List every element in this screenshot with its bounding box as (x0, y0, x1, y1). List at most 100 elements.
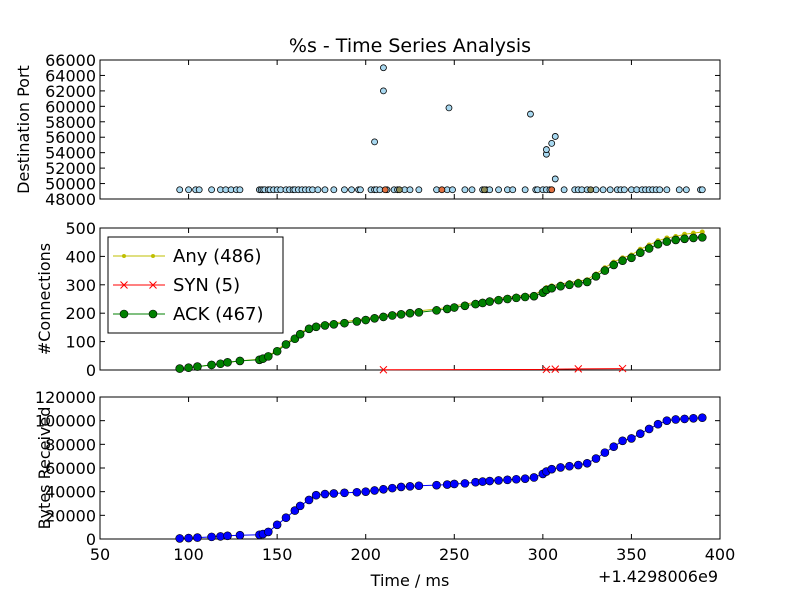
data-point (671, 415, 681, 424)
data-point (680, 234, 689, 244)
data-point (618, 256, 627, 265)
data-point (341, 186, 348, 194)
data-point (635, 248, 645, 258)
data-point (340, 488, 349, 498)
legend-label: SYN (5) (173, 275, 240, 296)
data-point (295, 329, 305, 339)
data-point (432, 480, 441, 490)
data-point (207, 360, 216, 370)
data-point (176, 186, 184, 194)
data-point (396, 482, 406, 492)
x-offset-label: +1.4298006e9 (598, 567, 718, 586)
data-point (609, 260, 619, 270)
y-tick-label: 120000 (35, 388, 96, 407)
y-tick-label: 58000 (45, 113, 96, 132)
data-point (471, 299, 480, 309)
data-point (175, 534, 185, 543)
data-point (644, 244, 654, 253)
data-point (414, 481, 424, 491)
data-point (438, 186, 446, 194)
y-tick-label: 20000 (45, 506, 96, 525)
data-point (485, 297, 495, 306)
data-point (503, 294, 512, 304)
data-point (543, 146, 550, 153)
data-point (468, 186, 476, 194)
y-axis-label: Destination Port (14, 65, 33, 194)
data-point (370, 486, 379, 495)
data-point (509, 186, 517, 194)
data-point (627, 434, 636, 443)
data-point (185, 186, 192, 194)
data-point (680, 414, 689, 424)
panels: 4800050000520005400056000580006000062000… (14, 51, 735, 564)
data-point (503, 475, 512, 485)
data-point (662, 237, 672, 246)
data-point (415, 186, 423, 194)
y-tick-label: 62000 (45, 82, 96, 101)
y-axis-label: Bytes Received (35, 407, 54, 530)
data-point (485, 476, 495, 486)
data-point (195, 186, 203, 194)
x-axis-label: Time / ms (370, 571, 450, 590)
data-point (556, 281, 565, 291)
data-point (387, 311, 397, 320)
data-point (494, 295, 503, 305)
data-point (295, 501, 305, 511)
y-tick-label: 0 (86, 530, 96, 549)
data-point (478, 477, 487, 486)
data-point (414, 308, 424, 317)
legend: Any (486) SYN (5) ACK (467) (107, 236, 284, 334)
y-tick-label: 200 (65, 304, 96, 323)
data-point (551, 133, 559, 140)
data-point (527, 110, 534, 118)
data-point (272, 346, 282, 356)
panel-frame (99, 59, 721, 200)
data-point (304, 495, 314, 505)
x-tick-label: 200 (350, 545, 381, 564)
data-point (449, 186, 456, 194)
data-point (620, 186, 628, 194)
data-point (547, 283, 557, 293)
data-point (511, 474, 521, 484)
data-point (356, 186, 364, 194)
y-tick-label: 400 (65, 247, 96, 266)
data-point (520, 292, 530, 302)
legend-marker (122, 254, 126, 258)
y-tick-label: 54000 (45, 144, 96, 163)
data-point (662, 416, 672, 425)
data-point (223, 531, 232, 541)
data-point (618, 364, 627, 373)
data-point (387, 483, 397, 493)
data-point (591, 454, 601, 463)
data-point (329, 319, 339, 329)
legend-marker (149, 281, 157, 289)
data-point (521, 186, 529, 194)
data-point (340, 318, 349, 328)
data-point (548, 139, 556, 147)
data-point (461, 186, 469, 194)
x-tick-label: 150 (262, 545, 293, 564)
x-tick-label: 250 (439, 545, 470, 564)
data-point (272, 520, 282, 530)
data-point (495, 186, 502, 194)
data-point (281, 340, 291, 349)
data-point (352, 487, 362, 497)
legend-marker (151, 254, 155, 258)
data-point (460, 301, 470, 311)
data-point (314, 186, 322, 194)
data-point (405, 482, 415, 491)
data-point (193, 362, 202, 371)
data-point (697, 233, 707, 242)
x-tick-label: 400 (705, 545, 736, 564)
data-point (656, 186, 664, 194)
data-point (449, 303, 459, 312)
data-point (320, 321, 330, 330)
data-point (311, 322, 321, 332)
series-bytes-0 (175, 413, 707, 543)
data-point (478, 298, 487, 308)
data-point (361, 487, 371, 496)
data-point (193, 533, 202, 542)
series-ports-0 (176, 64, 706, 194)
data-point (207, 532, 216, 542)
data-point (405, 308, 415, 318)
